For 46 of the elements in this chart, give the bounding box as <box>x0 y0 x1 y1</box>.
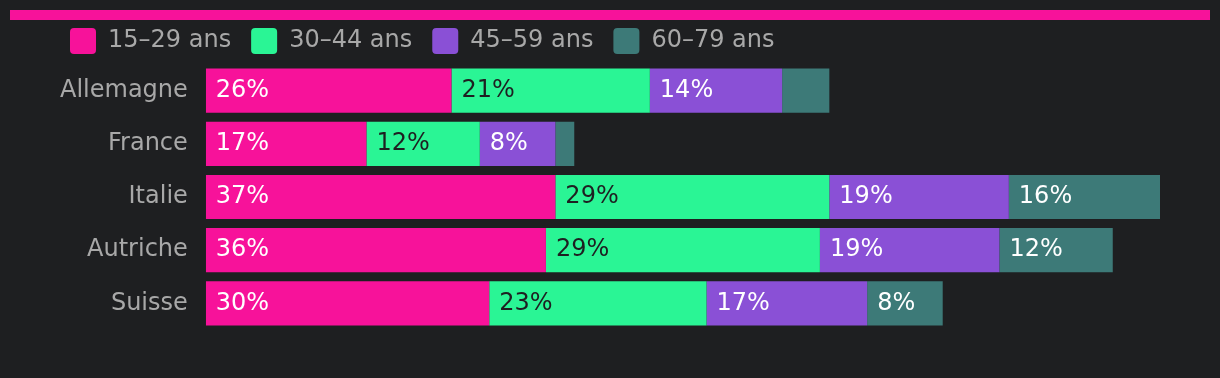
bar <box>782 68 830 113</box>
data-label: 12% <box>1009 234 1063 263</box>
data-label: 29% <box>565 181 619 210</box>
y-tick-label: Autriche <box>87 234 188 263</box>
bar <box>706 281 868 326</box>
data-label: 14% <box>659 74 714 103</box>
bar <box>205 281 490 326</box>
bar <box>205 174 556 220</box>
bar <box>819 228 1000 273</box>
data-label: 12% <box>376 128 430 157</box>
bar <box>649 68 783 113</box>
data-label: 8% <box>489 128 528 157</box>
legend-label: 15–29 ans <box>108 25 232 54</box>
y-tick-label: France <box>108 128 188 157</box>
bar <box>829 174 1009 220</box>
data-label: 19% <box>829 234 884 263</box>
bar <box>205 228 546 273</box>
bar <box>1008 174 1160 220</box>
data-label: 26% <box>215 74 270 103</box>
data-label: 30% <box>215 287 270 316</box>
y-tick-label: Allemagne <box>59 74 188 103</box>
legend-label: 45–59 ans <box>470 25 594 54</box>
data-label: 36% <box>215 234 270 263</box>
data-label: 17% <box>716 287 770 316</box>
bar <box>451 68 650 113</box>
y-tick-label: Italie <box>128 181 188 210</box>
bar <box>545 228 820 273</box>
data-label: 8% <box>877 287 916 316</box>
bar <box>205 68 452 113</box>
data-label: 17% <box>215 128 270 157</box>
data-label: 29% <box>555 234 610 263</box>
bar <box>999 228 1113 273</box>
data-label: 16% <box>1018 181 1073 210</box>
data-label: 37% <box>215 181 270 210</box>
bar <box>867 281 943 326</box>
legend-label: 30–44 ans <box>289 25 413 54</box>
bar <box>205 121 367 166</box>
y-tick-label: Suisse <box>110 287 188 316</box>
data-label: 21% <box>461 74 515 103</box>
bar <box>366 121 480 166</box>
bar <box>555 121 575 166</box>
data-label: 23% <box>499 287 553 316</box>
data-label: 19% <box>839 181 893 210</box>
bar <box>489 281 707 326</box>
legend-label: 60–79 ans <box>651 25 775 54</box>
bar <box>555 174 830 220</box>
